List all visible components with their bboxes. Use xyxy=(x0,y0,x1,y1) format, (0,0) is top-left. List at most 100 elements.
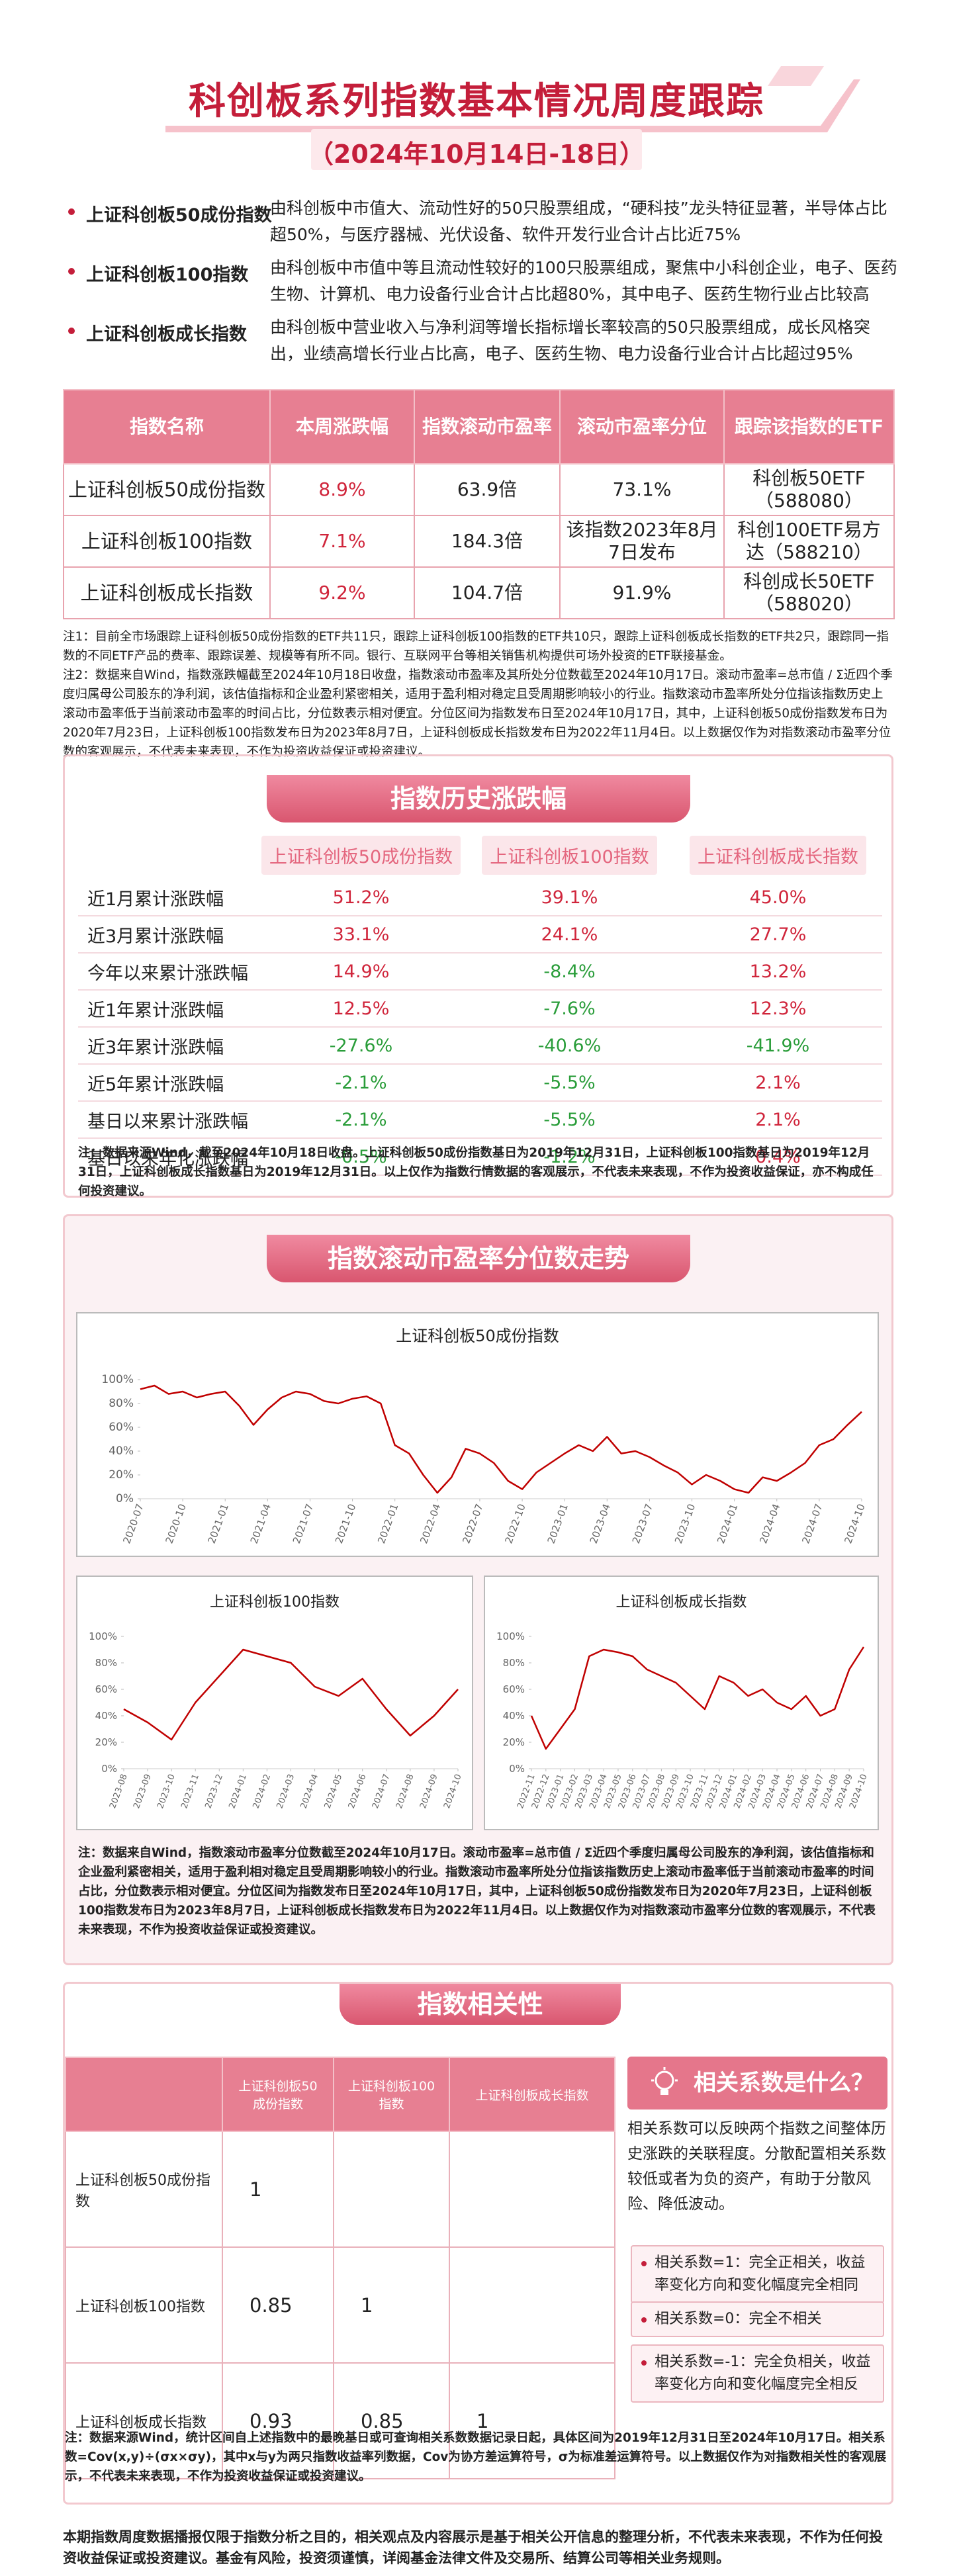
header-shape xyxy=(768,66,824,86)
table-cell: 近1年累计涨跌幅 xyxy=(78,990,257,1028)
header-label: 上证科创板100指数 xyxy=(482,835,657,875)
y-tick-label: 100% xyxy=(496,1630,525,1642)
table-cell: 0.85 xyxy=(222,2246,334,2364)
table-cell xyxy=(449,2246,615,2364)
table-cell: -5.5% xyxy=(465,1064,674,1102)
table-cell: 该指数2023年8月7日发布 xyxy=(559,515,725,568)
table-cell: 51.2% xyxy=(257,879,465,916)
table-row: 上证科创板50成份指数 1 xyxy=(65,2131,615,2248)
x-tick-label: 2022-07 xyxy=(460,1502,485,1545)
x-tick-label: 2022-10 xyxy=(502,1502,527,1545)
x-tick-label: 2024-05 xyxy=(323,1773,345,1810)
table-cell: -2.1% xyxy=(257,1064,465,1102)
y-tick-label: 80% xyxy=(109,1397,134,1410)
corr-note: 注：数据来源Wind，统计区间自上述指数中的最晚基日或可查询相关系数数据记录日起… xyxy=(65,2431,887,2483)
header-row: 上证科创板50成份指数 上证科创板100指数 上证科创板成长指数 xyxy=(78,830,882,879)
x-tick-label: 2023-09 xyxy=(132,1773,154,1810)
table-row: 近3年累计涨跌幅 -27.6% -40.6% -41.9% xyxy=(78,1027,882,1065)
bullet-dot xyxy=(68,328,75,334)
table-row: 基日以来年化涨跌幅 -0.5% -1.2% 0.4% xyxy=(78,1138,882,1176)
y-tick-label: 40% xyxy=(503,1710,525,1722)
table-row: 上证科创板50成份指数 8.9% 63.9倍 73.1% 科创板50ETF（588080… xyxy=(63,463,895,516)
header-cell: 上证科创板50成份指数 xyxy=(257,830,465,879)
pe-line xyxy=(530,1646,865,1750)
table-cell: 12.3% xyxy=(674,990,882,1028)
x-tick-label: 2024-08 xyxy=(394,1773,416,1810)
x-tick-label: 2023-01 xyxy=(545,1502,570,1545)
header-cell xyxy=(65,2057,223,2132)
pe-line xyxy=(123,1648,459,1741)
y-tick-label: 0% xyxy=(116,1492,134,1505)
table-cell: 上证科创板成长指数 xyxy=(65,2362,223,2479)
header-cell xyxy=(78,830,257,879)
table-cell: -7.6% xyxy=(465,990,674,1028)
side-bullet: 相关系数=0：完全不相关 xyxy=(631,2301,884,2337)
header-cell: 跟踪该指数的ETF xyxy=(723,389,895,465)
side-bullet: 相关系数=-1：完全负相关，收益率变化方向和变化幅度完全相反 xyxy=(631,2344,884,2403)
x-tick-label: 2021-01 xyxy=(206,1502,231,1545)
intro-desc: 由科创板中营业收入与净利润等增长指标增长率较高的50只股票组成，成长风格突出，业… xyxy=(270,318,870,363)
table-cell: 63.9倍 xyxy=(414,463,561,516)
y-tick-label: 20% xyxy=(109,1468,134,1482)
summary-table: 指数名称 本周涨跌幅 指数滚动市盈率 滚动市盈率分位 跟踪该指数的ETF 上证科创板50成… xyxy=(63,389,895,619)
table-cell: 2.1% xyxy=(674,1101,882,1139)
y-tick-label: 40% xyxy=(95,1710,117,1722)
x-tick-label: 2024-04 xyxy=(757,1502,782,1545)
table-cell: 1 xyxy=(222,2131,334,2248)
section-title: 指数滚动市盈率分位数走势 xyxy=(267,1235,690,1282)
header-cell: 上证科创板成长指数 xyxy=(449,2057,615,2132)
x-tick-label: 2024-06 xyxy=(347,1773,369,1810)
returns-table: 上证科创板50成份指数 上证科创板100指数 上证科创板成长指数 近1月累计涨跌幅 51… xyxy=(78,830,882,1176)
header-cell: 上证科创板成长指数 xyxy=(674,830,882,879)
x-tick-label: 2024-01 xyxy=(227,1773,249,1810)
pe-panel: 指数滚动市盈率分位数走势 上证科创板50成份指数 0% 20% 40% 60% 80% 10… xyxy=(63,1214,893,1965)
pe-note: 注：数据来自Wind，指数滚动市盈率分位数截至2024年10月17日。滚动市盈率… xyxy=(78,1846,876,1937)
header-cell: 上证科创板100指数 xyxy=(333,2057,450,2132)
section-title: 指数相关性 xyxy=(340,1984,621,2025)
y-tick-label: 20% xyxy=(95,1736,117,1748)
table-cell: -40.6% xyxy=(465,1027,674,1065)
header-cell: 指数滚动市盈率 xyxy=(414,389,561,465)
table-cell: 45.0% xyxy=(674,879,882,916)
note: 注2：数据来自Wind，指数涨跌幅截至2024年10月18日收盘，指数滚动市盈率… xyxy=(63,668,893,759)
table-cell: 13.2% xyxy=(674,953,882,991)
table-row: 上证科创板100指数 0.85 1 xyxy=(65,2246,615,2364)
header-row: 上证科创板50成份指数 上证科创板100指数 上证科创板成长指数 xyxy=(65,2057,615,2132)
table-cell: -1.2% xyxy=(465,1138,674,1176)
x-tick-label: 2023-10 xyxy=(156,1773,177,1810)
x-tick-label: 2024-01 xyxy=(715,1502,740,1545)
x-tick-label: 2023-08 xyxy=(108,1773,130,1810)
table-cell: 0.4% xyxy=(674,1138,882,1176)
x-tick-label: 2023-11 xyxy=(179,1773,201,1810)
table-cell: 上证科创板100指数 xyxy=(63,515,271,568)
table-cell: 2.1% xyxy=(674,1064,882,1102)
y-tick-label: 80% xyxy=(95,1657,117,1669)
table-cell: 科创板50ETF（588080） xyxy=(723,463,895,516)
side-text: 相关系数可以反映两个指数之间整体历史涨跌的关联程度。分散配置相关系数较低或者为负… xyxy=(627,2120,886,2213)
note: 注1：目前全市场跟踪上证科创板50成份指数的ETF共11只，跟踪上证科创板100… xyxy=(63,630,889,663)
header-row: 指数名称 本周涨跌幅 指数滚动市盈率 滚动市盈率分位 跟踪该指数的ETF xyxy=(63,389,895,465)
chart-title: 上证科创板100指数 xyxy=(210,1594,340,1611)
table-row: 上证科创板成长指数 9.2% 104.7倍 91.9% 科创成长50ETF（588020… xyxy=(63,566,895,619)
table-cell: -5.5% xyxy=(465,1101,674,1139)
x-tick-label: 2022-04 xyxy=(418,1502,443,1545)
x-tick-label: 2024-07 xyxy=(371,1773,392,1810)
y-tick-label: 60% xyxy=(109,1421,134,1434)
returns-panel: 指数历史涨跌幅 上证科创板50成份指数 上证科创板100指数 上证科创板成长指数 近1… xyxy=(63,754,893,1198)
table-cell: 基日以来年化涨跌幅 xyxy=(78,1138,257,1176)
intro-name: 上证科创板成长指数 xyxy=(86,324,247,345)
table-cell: 7.1% xyxy=(269,515,415,568)
y-tick-label: 40% xyxy=(109,1444,134,1458)
chart-box: 上证科创板成长指数 0% 20% 40% 60% 80% 100% 2022-11 2022-1… xyxy=(484,1576,879,1830)
table-cell: 上证科创板100指数 xyxy=(65,2246,223,2364)
table-cell: 基日以来累计涨跌幅 xyxy=(78,1101,257,1139)
table-cell: 39.1% xyxy=(465,879,674,916)
table-row: 基日以来累计涨跌幅 -2.1% -5.5% 2.1% xyxy=(78,1101,882,1139)
intro-item: 上证科创板100指数 由科创板中市值中等且流动性较好的100只股票组成，聚焦中小科… xyxy=(63,255,897,314)
table-cell: 184.3倍 xyxy=(414,515,561,568)
header-cell: 上证科创板100指数 xyxy=(465,830,674,879)
y-tick-label: 60% xyxy=(95,1683,117,1695)
table-row: 近1年累计涨跌幅 12.5% -7.6% 12.3% xyxy=(78,990,882,1028)
x-tick-label: 2021-10 xyxy=(333,1502,358,1545)
